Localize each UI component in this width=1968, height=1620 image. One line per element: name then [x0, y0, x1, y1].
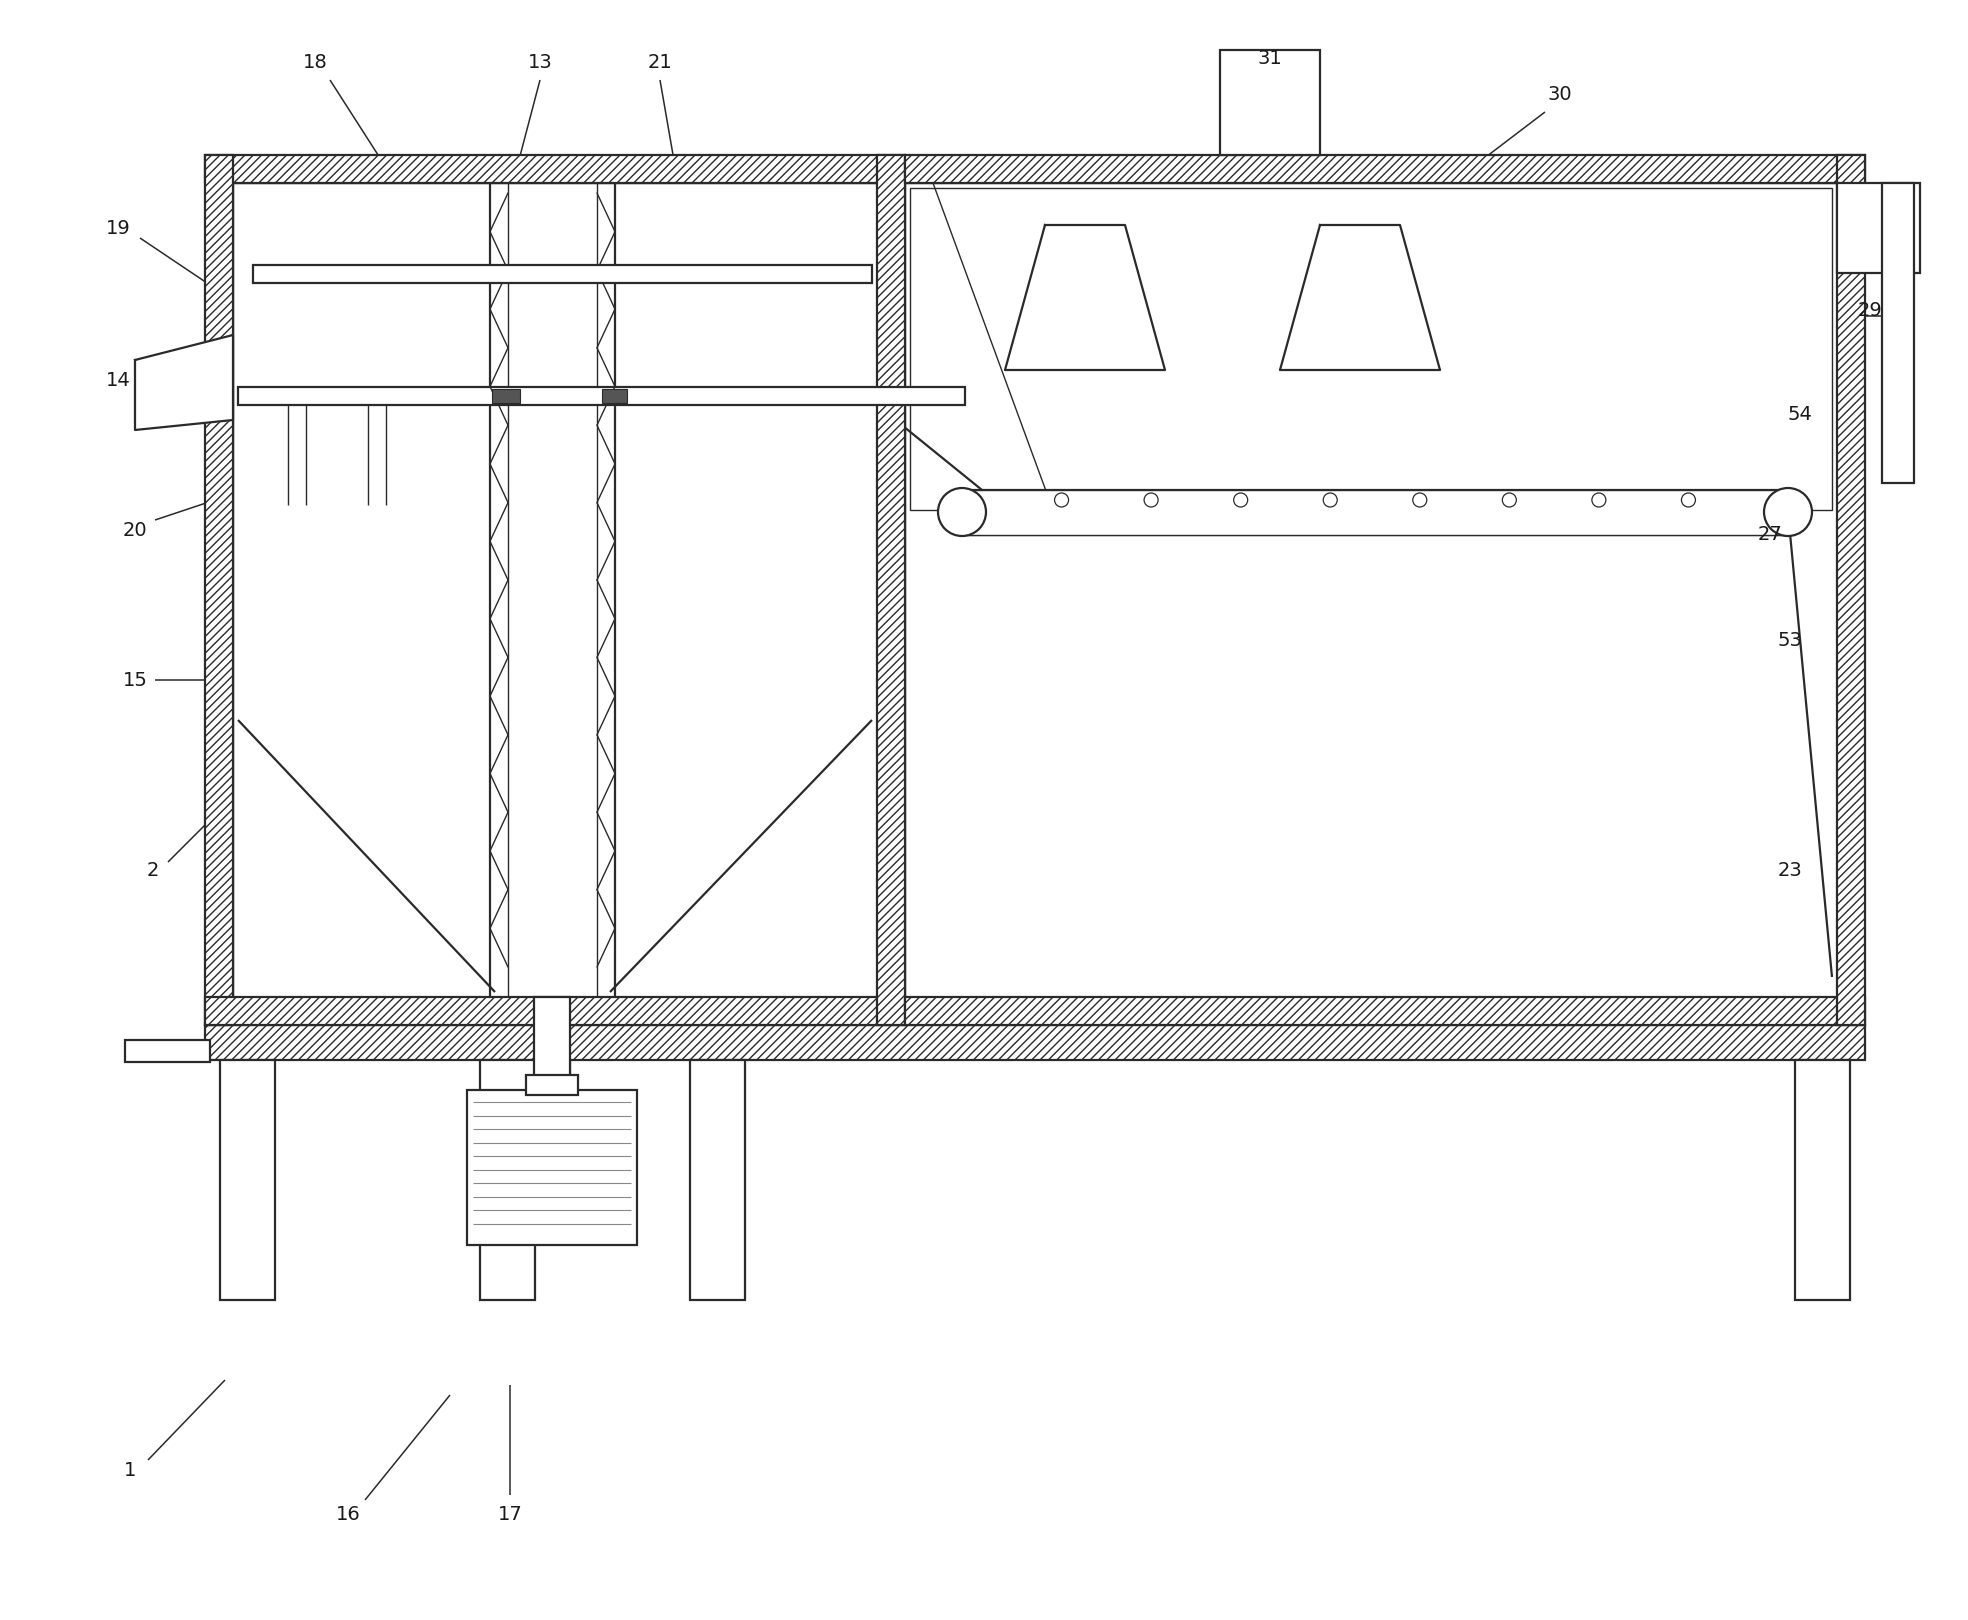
Bar	[962, 489, 1789, 535]
Text: 21: 21	[647, 52, 673, 71]
Bar	[232, 183, 878, 996]
Text: 20: 20	[122, 520, 148, 539]
Circle shape	[1234, 492, 1248, 507]
Text: 1: 1	[124, 1461, 136, 1479]
Circle shape	[1592, 492, 1606, 507]
Bar	[205, 1025, 1866, 1059]
Text: 13: 13	[527, 52, 553, 71]
Circle shape	[1413, 492, 1427, 507]
Text: 14: 14	[106, 371, 130, 389]
Circle shape	[939, 488, 986, 536]
Circle shape	[1322, 492, 1336, 507]
Bar	[878, 156, 905, 1025]
Text: 29: 29	[1858, 300, 1881, 319]
Text: 18: 18	[303, 52, 327, 71]
Bar	[205, 156, 905, 183]
Bar	[1836, 183, 1921, 274]
Text: 16: 16	[337, 1505, 360, 1524]
Text: 15: 15	[122, 671, 148, 690]
Bar	[905, 996, 1866, 1025]
Text: 2: 2	[148, 860, 159, 880]
Text: 31: 31	[1258, 49, 1283, 68]
Bar	[909, 188, 1832, 510]
Text: 54: 54	[1787, 405, 1813, 424]
Bar	[1881, 183, 1915, 483]
Bar	[492, 389, 520, 403]
Bar	[905, 156, 1866, 183]
Circle shape	[1502, 492, 1515, 507]
Circle shape	[1763, 488, 1813, 536]
Bar	[205, 156, 232, 1025]
Bar	[254, 266, 872, 284]
Text: 27: 27	[1757, 525, 1783, 544]
Text: 19: 19	[106, 219, 130, 238]
Bar	[691, 1059, 746, 1299]
Bar	[126, 1040, 211, 1063]
Bar	[533, 996, 571, 1081]
Bar	[602, 389, 628, 403]
Bar	[905, 183, 1836, 996]
Bar	[1836, 156, 1866, 1025]
Circle shape	[1055, 492, 1069, 507]
Bar	[220, 1059, 276, 1299]
Text: 17: 17	[498, 1505, 522, 1524]
Polygon shape	[136, 335, 232, 429]
Text: 53: 53	[1777, 630, 1803, 650]
Bar	[238, 387, 964, 405]
Bar	[1220, 50, 1321, 156]
Bar	[525, 1076, 579, 1095]
Text: 30: 30	[1547, 86, 1572, 105]
Bar	[1795, 1059, 1850, 1299]
Circle shape	[1143, 492, 1157, 507]
Bar	[205, 996, 905, 1025]
Bar	[466, 1090, 638, 1246]
Text: 23: 23	[1777, 860, 1803, 880]
Circle shape	[1681, 492, 1696, 507]
Bar	[480, 1059, 535, 1299]
